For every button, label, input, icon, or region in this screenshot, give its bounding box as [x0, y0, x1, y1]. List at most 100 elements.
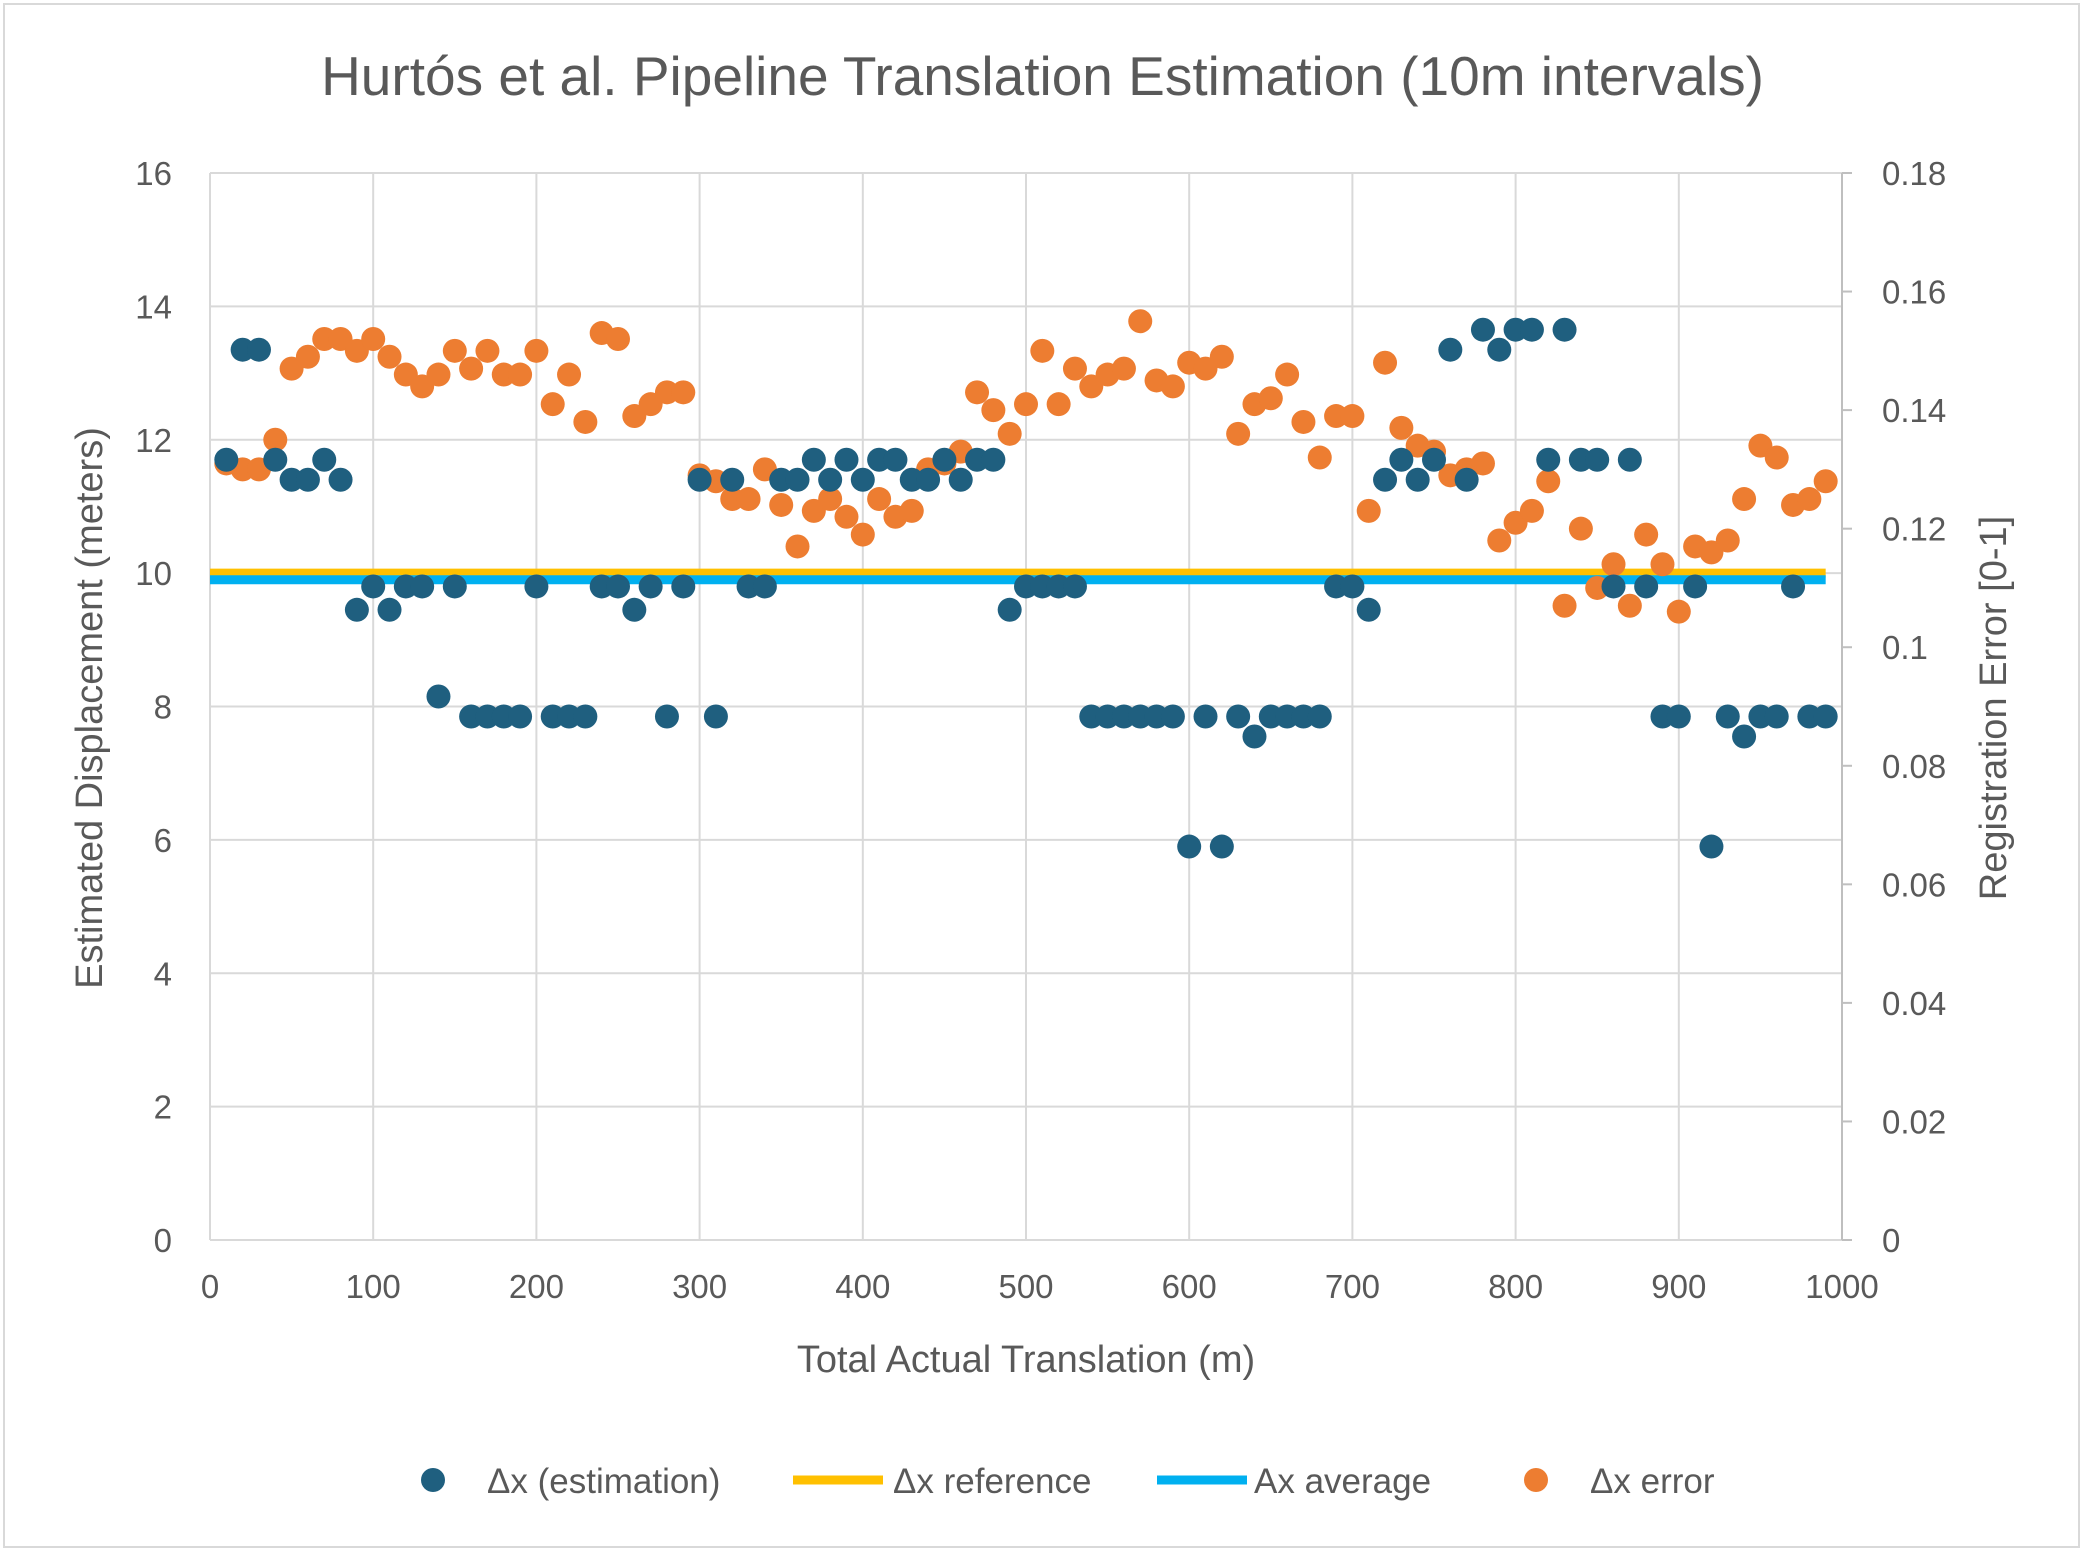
data-point: [1160, 374, 1185, 399]
x-tick-label: 200: [509, 1268, 564, 1305]
estimation-points: [214, 317, 1838, 859]
data-point: [1519, 498, 1544, 523]
x-axis-ticks: 0 100 200 300 400 500 600 700 800 900 1000: [201, 1268, 1879, 1305]
data-point: [671, 380, 696, 405]
data-point: [361, 326, 386, 351]
y-tick-label: 16: [135, 155, 172, 192]
legend: Δx (estimation) Δx reference Ax average Δx …: [421, 1462, 1715, 1501]
data-point: [1062, 356, 1087, 381]
data-point: [1389, 415, 1414, 440]
data-point: [557, 362, 582, 387]
data-point: [426, 362, 451, 387]
data-point: [295, 344, 320, 369]
y-tick-label: 6: [154, 822, 172, 859]
data-point: [1258, 386, 1283, 411]
data-point: [377, 597, 402, 622]
data-point: [1536, 447, 1561, 472]
data-point: [1666, 599, 1691, 624]
data-point: [1193, 704, 1218, 729]
data-point: [997, 597, 1022, 622]
grid-lines: [209, 172, 1843, 1241]
data-point: [769, 492, 794, 517]
data-point: [459, 356, 484, 381]
y2-tick-label: 0.18: [1882, 155, 1946, 192]
data-point: [1813, 704, 1838, 729]
data-point: [1797, 487, 1822, 512]
data-point: [344, 597, 369, 622]
x-tick-label: 900: [1651, 1268, 1706, 1305]
data-point: [524, 574, 549, 599]
legend-label: Ax average: [1254, 1462, 1431, 1501]
data-point: [834, 447, 859, 472]
data-point: [736, 487, 761, 512]
data-point: [214, 447, 239, 472]
data-point: [328, 467, 353, 492]
data-point: [361, 574, 386, 599]
data-point: [410, 574, 435, 599]
legend-marker: [1524, 1468, 1548, 1492]
data-point: [1634, 574, 1659, 599]
data-point: [1062, 574, 1087, 599]
y2-tick-label: 0.04: [1882, 985, 1946, 1022]
data-point: [1732, 724, 1757, 749]
data-point: [997, 421, 1022, 446]
data-point: [638, 574, 663, 599]
data-point: [932, 447, 957, 472]
data-point: [1307, 704, 1332, 729]
y-tick-label: 8: [154, 689, 172, 726]
error-points: [214, 309, 1838, 624]
x-tick-label: 700: [1325, 1268, 1380, 1305]
data-point: [1617, 593, 1642, 618]
y-tick-label: 10: [135, 555, 172, 592]
data-point: [1226, 421, 1251, 446]
data-point: [1454, 467, 1479, 492]
x-tick-label: 300: [672, 1268, 727, 1305]
data-point: [1699, 834, 1724, 859]
x-tick-label: 100: [346, 1268, 401, 1305]
data-point: [981, 447, 1006, 472]
data-point: [850, 467, 875, 492]
data-point: [1601, 574, 1626, 599]
legend-label: Δx error: [1590, 1462, 1715, 1501]
data-point: [312, 447, 337, 472]
data-point: [703, 704, 728, 729]
data-point: [1666, 704, 1691, 729]
data-point: [442, 338, 467, 363]
x-tick-label: 1000: [1805, 1268, 1878, 1305]
data-point: [246, 337, 271, 362]
data-point: [785, 467, 810, 492]
data-point: [1487, 337, 1512, 362]
data-point: [1275, 362, 1300, 387]
data-point: [1389, 447, 1414, 472]
data-point: [1209, 344, 1234, 369]
y2-tick-label: 0.14: [1882, 392, 1946, 429]
data-point: [916, 467, 941, 492]
data-point: [524, 338, 549, 363]
data-point: [1405, 467, 1430, 492]
data-point: [1128, 309, 1153, 334]
data-point: [508, 704, 533, 729]
y2-axis-title: Registration Error [0-1]: [1973, 516, 2015, 900]
legend-label: Δx (estimation): [487, 1462, 720, 1501]
data-point: [785, 534, 810, 559]
data-point: [801, 447, 826, 472]
x-axis-title: Total Actual Translation (m): [797, 1339, 1255, 1381]
data-point: [1470, 317, 1495, 342]
data-point: [606, 326, 630, 351]
data-point: [1552, 593, 1577, 618]
x-tick-label: 400: [835, 1268, 890, 1305]
y-axis-ticks: 0 2 4 6 8 10 12 14 16: [135, 155, 172, 1259]
data-point: [818, 467, 843, 492]
data-point: [867, 487, 892, 512]
data-point: [752, 574, 777, 599]
data-point: [1813, 469, 1838, 494]
data-point: [1683, 574, 1708, 599]
data-point: [1373, 350, 1398, 375]
y2-axis-ticks: 0 0.02 0.04 0.06 0.08 0.1 0.12 0.14 0.16 0.18: [1841, 155, 1946, 1259]
data-point: [540, 392, 565, 417]
data-point: [1764, 704, 1789, 729]
y2-tick-label: 0: [1882, 1222, 1900, 1259]
data-point: [1160, 704, 1185, 729]
data-point: [295, 467, 320, 492]
